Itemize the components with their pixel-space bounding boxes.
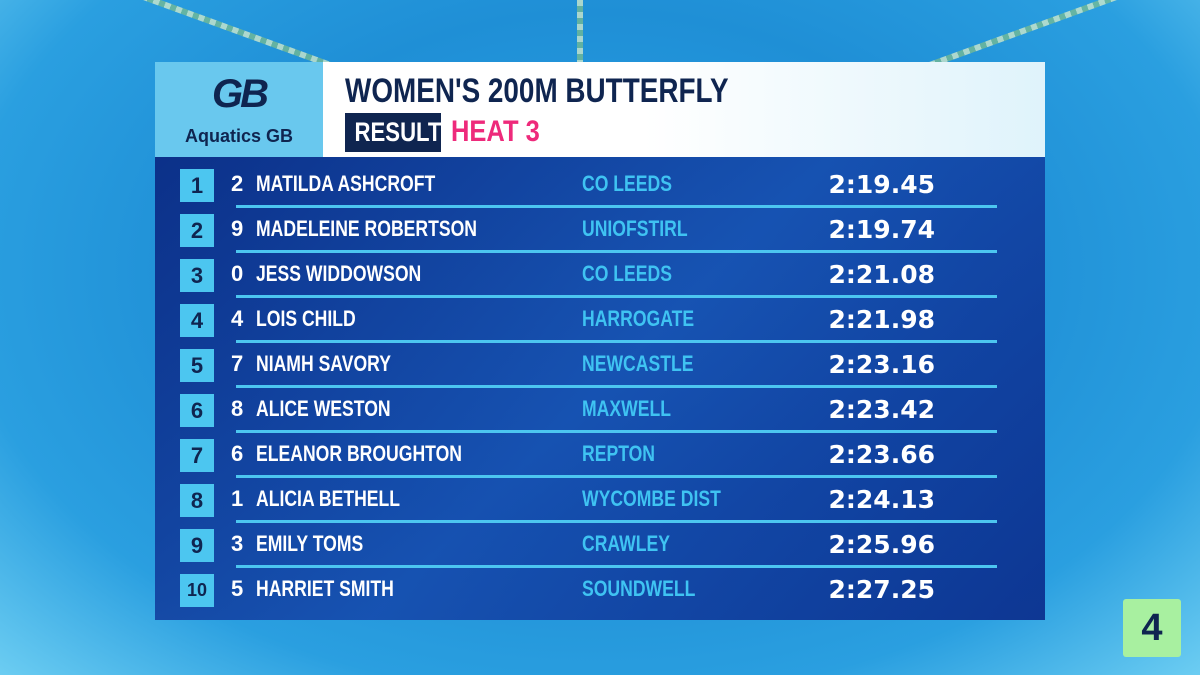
swimmer-name: NIAMH SAVORY xyxy=(256,351,391,376)
time: 2:23.16 xyxy=(828,350,935,379)
heat-label: HEAT 3 xyxy=(451,115,540,148)
swimmer-name: JESS WIDDOWSON xyxy=(256,261,422,286)
time: 2:23.66 xyxy=(828,440,935,469)
lane: 3 xyxy=(231,531,244,556)
time: 2:21.98 xyxy=(828,305,935,334)
results-table: 1 2 MATILDA ASHCROFT CO LEEDS 2:19.45 2 9 MADEL… xyxy=(155,157,1045,620)
club: UNIOFSTIRL xyxy=(582,216,688,241)
position: 3 xyxy=(180,259,214,292)
club: CO LEEDS xyxy=(582,171,672,196)
club: WYCOMBE DIST xyxy=(582,486,721,511)
position: 4 xyxy=(180,304,214,337)
lane: 1 xyxy=(231,486,244,511)
result-row: 10 5 HARRIET SMITH SOUNDWELL 2:27.25 xyxy=(155,568,1045,613)
logo-mark: GB xyxy=(212,72,269,116)
position: 5 xyxy=(180,349,214,382)
row-separator xyxy=(236,250,997,253)
position: 7 xyxy=(180,439,214,472)
position: 6 xyxy=(180,394,214,427)
position: 8 xyxy=(180,484,214,517)
swimmer-name: ALICE WESTON xyxy=(256,396,391,421)
result-row: 5 7 NIAMH SAVORY NEWCASTLE 2:23.16 xyxy=(155,343,1045,388)
row-separator xyxy=(236,205,997,208)
lane: 6 xyxy=(231,441,244,466)
channel-logo: 4 xyxy=(1123,599,1181,657)
time: 2:19.74 xyxy=(828,215,935,244)
result-row: 7 6 ELEANOR BROUGHTON REPTON 2:23.66 xyxy=(155,433,1045,478)
club: HARROGATE xyxy=(582,306,695,331)
time: 2:21.08 xyxy=(828,260,935,289)
event-title: WOMEN'S 200M BUTTERFLY xyxy=(345,72,729,110)
result-label: RESULT xyxy=(354,117,442,147)
lane: 0 xyxy=(231,261,244,286)
result-row: 8 1 ALICIA BETHELL WYCOMBE DIST 2:24.13 xyxy=(155,478,1045,523)
time: 2:27.25 xyxy=(828,575,935,604)
lane: 8 xyxy=(231,396,244,421)
result-row: 2 9 MADELEINE ROBERTSON UNIOFSTIRL 2:19.74 xyxy=(155,208,1045,253)
row-separator xyxy=(236,565,997,568)
position: 10 xyxy=(180,574,214,607)
result-row: 9 3 EMILY TOMS CRAWLEY 2:25.96 xyxy=(155,523,1045,568)
club: NEWCASTLE xyxy=(582,351,694,376)
position: 9 xyxy=(180,529,214,562)
swimmer-name: MADELEINE ROBERTSON xyxy=(256,216,477,241)
swimmer-name: LOIS CHILD xyxy=(256,306,356,331)
club: SOUNDWELL xyxy=(582,576,696,601)
lane: 9 xyxy=(231,216,244,241)
time: 2:19.45 xyxy=(828,170,935,199)
result-badge: RESULT xyxy=(345,113,441,152)
club: REPTON xyxy=(582,441,656,466)
club: MAXWELL xyxy=(582,396,671,421)
result-row: 6 8 ALICE WESTON MAXWELL 2:23.42 xyxy=(155,388,1045,433)
row-separator xyxy=(236,475,997,478)
logo-text: Aquatics GB xyxy=(184,126,294,146)
result-row: 3 0 JESS WIDDOWSON CO LEEDS 2:21.08 xyxy=(155,253,1045,298)
lane: 2 xyxy=(231,171,244,196)
club: CO LEEDS xyxy=(582,261,672,286)
time: 2:23.42 xyxy=(828,395,935,424)
club: CRAWLEY xyxy=(582,531,670,556)
swimmer-name: MATILDA ASHCROFT xyxy=(256,171,436,196)
result-row: 1 2 MATILDA ASHCROFT CO LEEDS 2:19.45 xyxy=(155,163,1045,208)
swimmer-name: ELEANOR BROUGHTON xyxy=(256,441,462,466)
logo: GB Aquatics GB xyxy=(155,62,323,157)
header: GB Aquatics GB WOMEN'S 200M BUTTERFLY RE… xyxy=(155,62,1045,157)
row-separator xyxy=(236,430,997,433)
lane: 7 xyxy=(231,351,244,376)
result-row: 4 4 LOIS CHILD HARROGATE 2:21.98 xyxy=(155,298,1045,343)
time: 2:24.13 xyxy=(828,485,935,514)
time: 2:25.96 xyxy=(828,530,935,559)
position: 2 xyxy=(180,214,214,247)
results-panel: GB Aquatics GB WOMEN'S 200M BUTTERFLY RE… xyxy=(155,62,1045,620)
lane: 5 xyxy=(231,576,244,601)
lane: 4 xyxy=(231,306,244,331)
swimmer-name: ALICIA BETHELL xyxy=(256,486,401,511)
row-separator xyxy=(236,385,997,388)
swimmer-name: HARRIET SMITH xyxy=(256,576,394,601)
position: 1 xyxy=(180,169,214,202)
row-separator xyxy=(236,520,997,523)
row-separator xyxy=(236,295,997,298)
row-separator xyxy=(236,340,997,343)
swimmer-name: EMILY TOMS xyxy=(256,531,364,556)
